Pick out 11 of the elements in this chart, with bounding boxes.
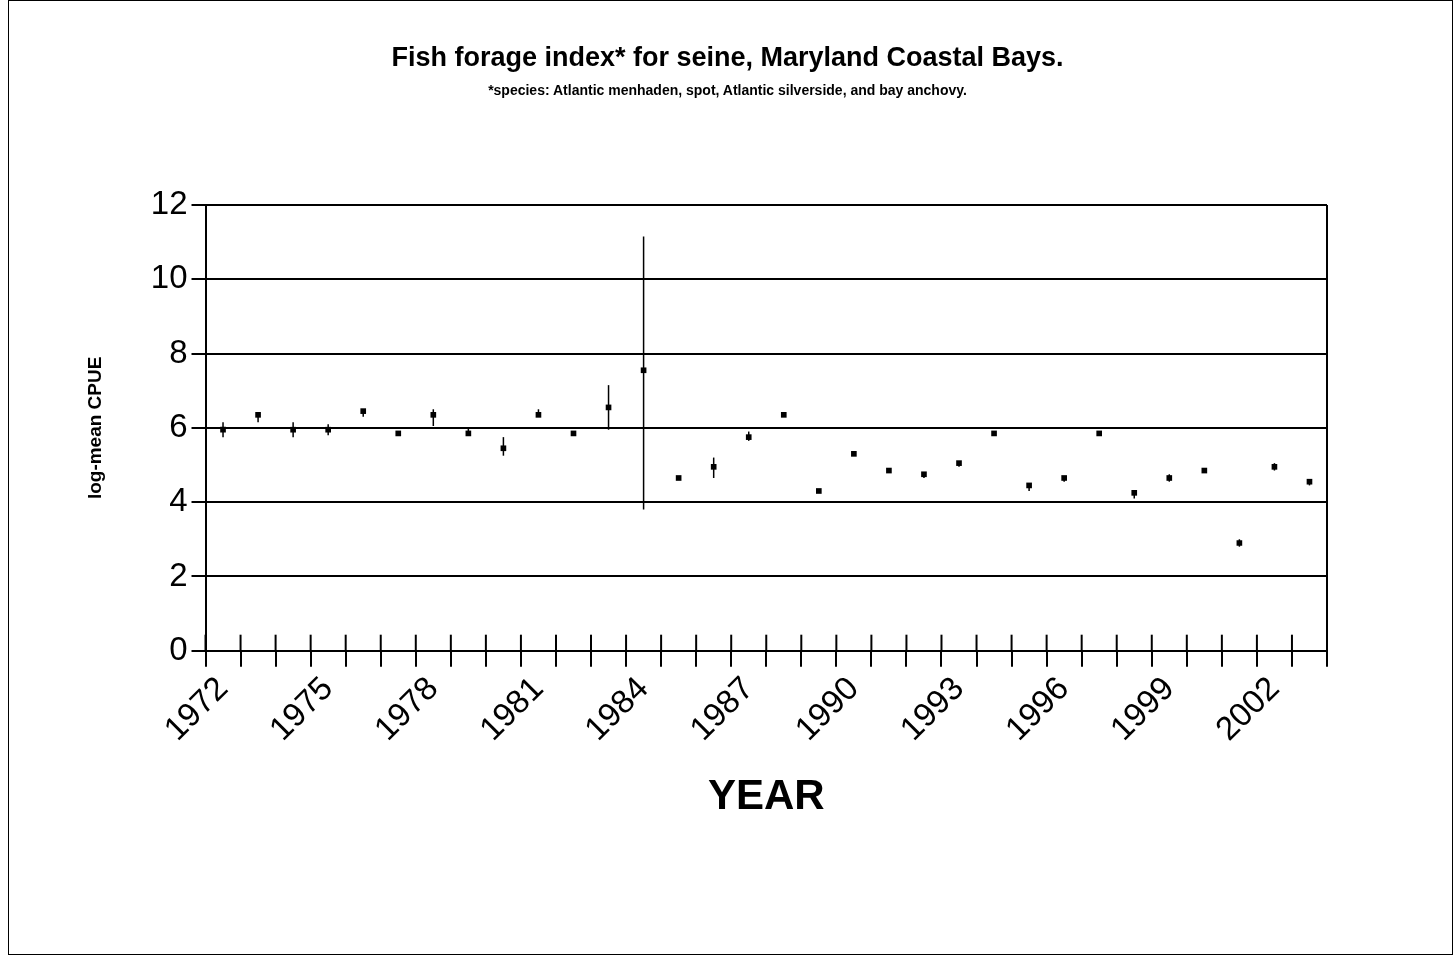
x-axis-title: YEAR xyxy=(707,771,825,819)
chart-title: Fish forage index* for seine, Maryland Coastal Bays. xyxy=(390,42,1065,73)
y-tick-label: 0 xyxy=(169,629,188,667)
y-tick-label: 12 xyxy=(150,184,188,222)
y-tick-label: 4 xyxy=(169,481,188,519)
y-tick-label: 10 xyxy=(150,258,188,296)
y-axis-title: log-mean CPUE xyxy=(83,356,105,500)
chart-subtitle: *species: Atlantic menhaden, spot, Atlantic silverside, and bay anchovy. xyxy=(487,82,968,98)
y-tick-label: 8 xyxy=(169,332,188,370)
y-tick-label: 2 xyxy=(169,555,188,593)
y-tick-label: 6 xyxy=(169,406,188,444)
